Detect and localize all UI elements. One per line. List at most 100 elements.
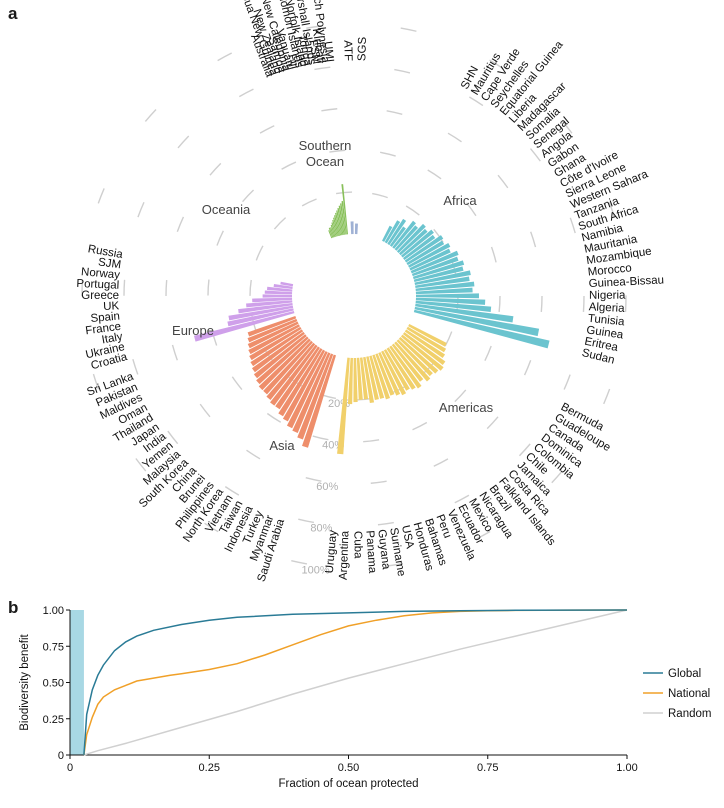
bar-argentina (347, 357, 353, 405)
bar-fsm (338, 205, 345, 235)
bar-japan (250, 329, 304, 367)
bar-tunisia (415, 300, 492, 313)
bar-tonga (336, 210, 343, 236)
bar-thailand (249, 326, 302, 361)
bar-maldives (247, 321, 299, 349)
region-label-asia: Asia (269, 438, 295, 453)
bar-italy (228, 305, 294, 321)
region-label-line: Ocean (306, 154, 344, 169)
bar-c-te-d-ivoire (408, 242, 451, 268)
bar-mexico (383, 349, 410, 391)
region-label-americas: Americas (439, 400, 494, 415)
bar-honduras (369, 355, 385, 399)
region-label-line: Asia (269, 438, 295, 453)
bar-cape-verde (387, 218, 407, 246)
region-label-oceania: Oceania (202, 202, 251, 217)
bar-vanuatu (332, 219, 338, 237)
scale-label-60: 60% (316, 481, 338, 493)
bar-guinea (415, 303, 514, 323)
shaded-band (70, 610, 84, 755)
bar-new-caledonia (331, 222, 337, 237)
bar-philippines (270, 344, 318, 406)
bar-fiji (333, 217, 339, 237)
country-label-guinea: Guinea (586, 324, 625, 341)
region-label-europe: Europe (172, 323, 214, 338)
bar-yemen (253, 334, 307, 379)
country-label-france: France (85, 321, 122, 338)
y-tick-label-0-25: 0.25 (43, 714, 64, 726)
reference-ring-2 (207, 149, 501, 443)
bar-uruguay (337, 357, 350, 455)
series-line-global (83, 609, 628, 756)
bar-shn (382, 225, 393, 242)
bar-umi (341, 184, 349, 235)
bar-norfolk-island (335, 212, 342, 236)
bar-nigeria (415, 293, 479, 299)
bar-ghana (406, 240, 445, 266)
scale-label-100: 100% (302, 564, 330, 576)
country-label-algeria: Algeria (588, 301, 625, 315)
bar-sierra-leone (409, 248, 451, 271)
y-axis-title: Biodiversity benefit (19, 633, 31, 730)
bar-panama (356, 357, 363, 400)
country-label-kiribati: Kiribati (310, 28, 327, 65)
bar-sudan (413, 309, 550, 349)
bar-atf (350, 221, 354, 235)
x-tick-label-0-25: 0.25 (199, 762, 220, 774)
reference-ring-4 (123, 65, 585, 527)
bar-ukraine (227, 308, 294, 327)
series-line-national (83, 609, 628, 756)
bar-brazil (389, 345, 422, 389)
bar-senegal (401, 229, 434, 258)
bar-south-korea (258, 338, 311, 391)
region-label-line: Europe (172, 323, 214, 338)
country-label-usa: USA (399, 524, 416, 550)
benefit-line-chart: 0 0.25 0.50 0.75 1.00 0 0.25 0.50 0.75 1.00 Fracti… (19, 605, 711, 790)
reference-ring-5 (81, 23, 627, 569)
country-label-guinea-bissau: Guinea-Bissau (588, 274, 664, 290)
bar-western-sahara (410, 250, 459, 274)
x-axis-title: Fraction of ocean protected (279, 778, 419, 790)
bar-canada (404, 329, 446, 358)
bar-portugal (264, 290, 293, 295)
y-tick-label-0-75: 0.75 (43, 641, 64, 653)
country-label-tunisia: Tunisia (587, 313, 625, 329)
x-tick-label-0-75: 0.75 (477, 762, 498, 774)
region-label-line: Americas (439, 400, 494, 415)
bar-suriname (363, 356, 375, 404)
bar-guyana (359, 357, 369, 400)
bar-indonesia (286, 351, 328, 429)
bar-sri-lanka (247, 316, 297, 337)
bar-myanmar (297, 353, 334, 440)
country-label-uk: UK (103, 300, 120, 313)
bar-malaysia (256, 336, 309, 385)
country-label-argentina: Argentina (338, 530, 352, 580)
bar-madagascar (396, 223, 426, 253)
bar-liberia (394, 225, 419, 251)
bar-guinea-bissau (415, 287, 473, 295)
scale-label-80: 80% (310, 523, 332, 535)
bar-algeria (415, 297, 486, 305)
bar-dominica (402, 332, 446, 366)
country-label-norway: Norway (81, 266, 121, 281)
bar-colombia (400, 334, 444, 371)
region-label-line: Southern (299, 138, 352, 153)
bar-russia (280, 281, 294, 287)
bar-sgs (354, 223, 358, 235)
country-label-fsm: FSM (307, 39, 323, 65)
bar-uk (252, 297, 293, 303)
country-label-panama: Panama (363, 530, 378, 574)
x-tick-label-0: 0 (67, 762, 73, 774)
bar-india (251, 331, 305, 373)
bar-new-zealand (330, 227, 335, 238)
bar-costa-rica (394, 341, 431, 382)
legend-label-random: Random (668, 708, 711, 720)
bar-france (238, 302, 293, 314)
bar-croatia (193, 310, 295, 342)
bar-papua-new-guinea (328, 227, 334, 238)
bar-angola (402, 234, 436, 260)
bar-turkey (292, 352, 331, 433)
panel-a-label: a (8, 4, 18, 23)
bar-falkland-islands (391, 343, 424, 382)
